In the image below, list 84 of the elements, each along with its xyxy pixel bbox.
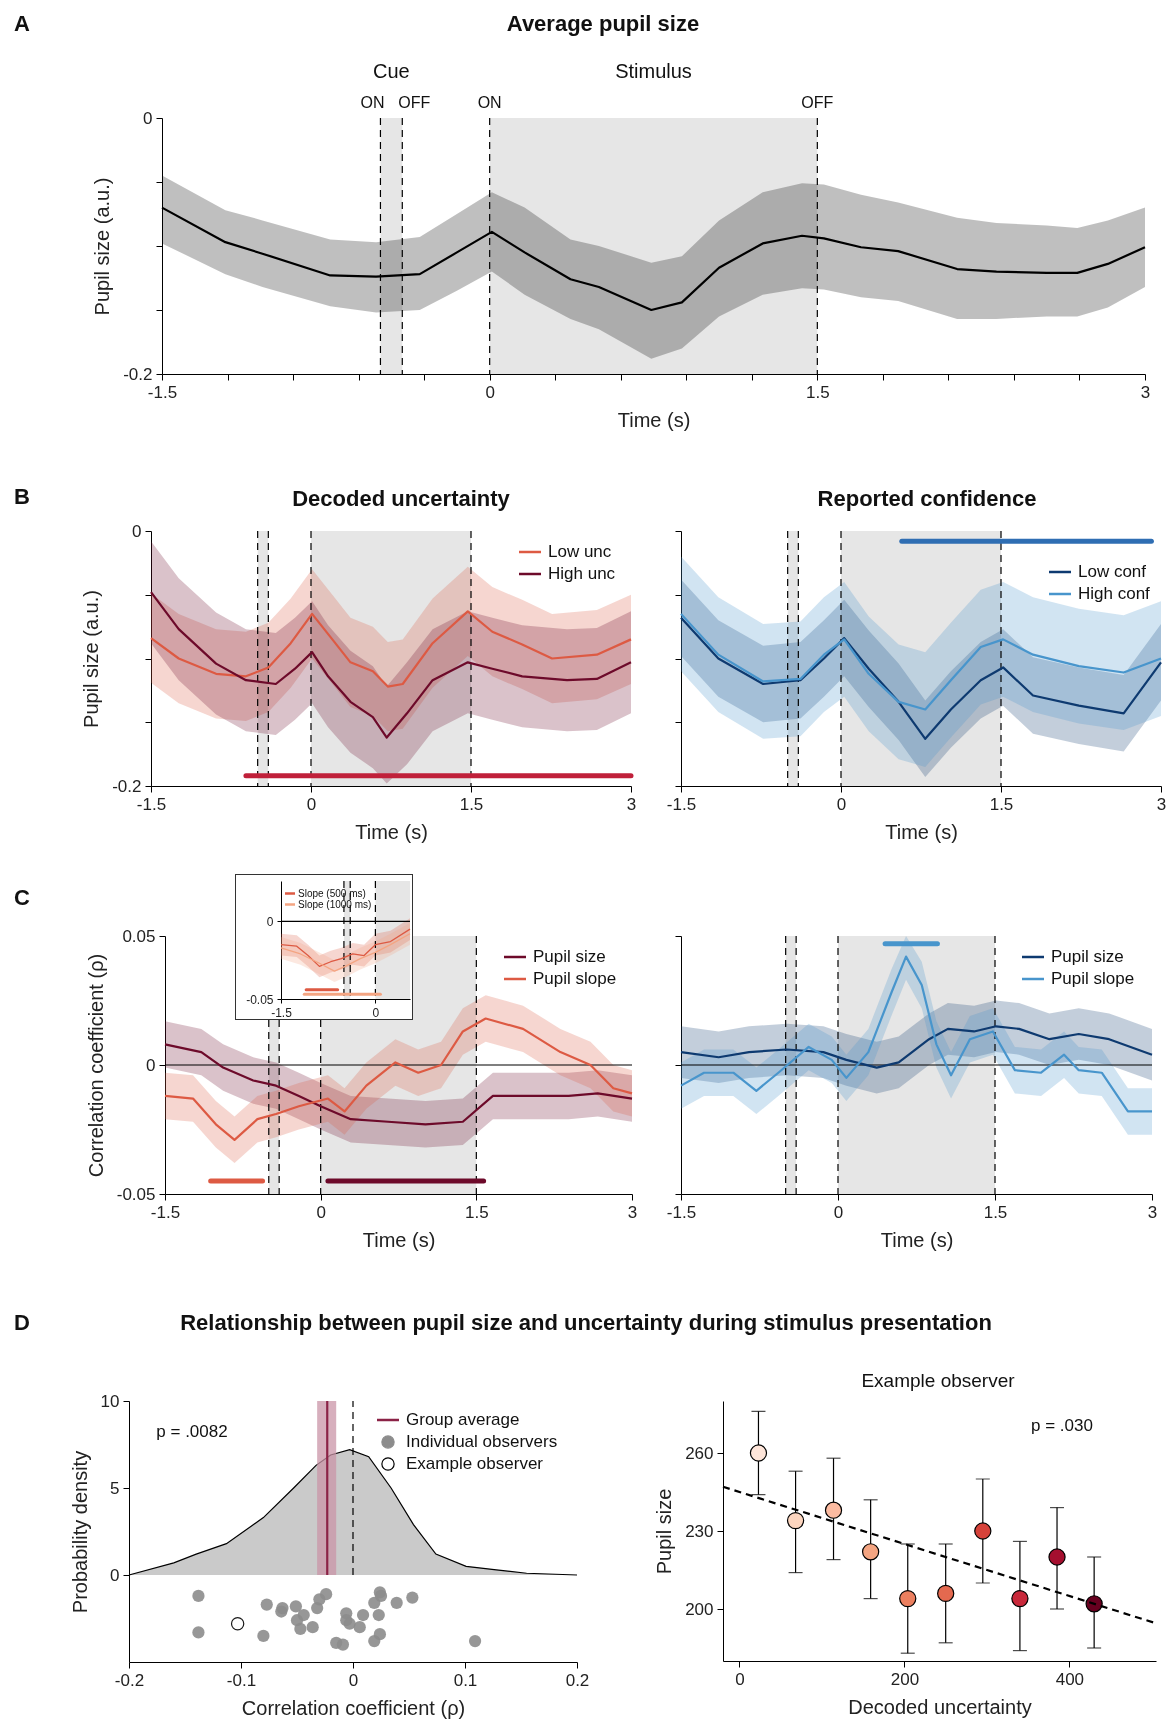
x-tick-label: 1.5 bbox=[989, 794, 1014, 814]
x-tick-label: 0 bbox=[735, 1669, 745, 1689]
band-label: Cue bbox=[373, 60, 410, 82]
legend-label: Pupil slope bbox=[533, 969, 617, 988]
x-tick-label: 0.1 bbox=[453, 1670, 478, 1690]
legend-label: Example observer bbox=[406, 1454, 544, 1473]
y-tick-label: 260 bbox=[685, 1443, 714, 1463]
y-tick-label: 230 bbox=[685, 1521, 714, 1541]
y-tick-label: 5 bbox=[110, 1478, 120, 1498]
x-tick-label: -1.5 bbox=[136, 794, 167, 814]
x-tick-label: 3 bbox=[1156, 794, 1167, 814]
x-axis-title: Time (s) bbox=[617, 408, 691, 431]
x-tick-label: 3 bbox=[627, 1202, 638, 1222]
x-tick-label: 200 bbox=[890, 1669, 920, 1689]
x-tick-label: -1.5 bbox=[666, 1202, 697, 1222]
x-tick-label: 3 bbox=[626, 794, 637, 814]
y-tick-label: 0.05 bbox=[122, 926, 156, 946]
x-tick-label: 0 bbox=[485, 382, 495, 402]
y-tick-label: 0 bbox=[143, 108, 153, 128]
legend-label: Slope (1000 ms) bbox=[298, 898, 372, 910]
x-tick-label: 3 bbox=[1147, 1202, 1158, 1222]
legend-label: High conf bbox=[1078, 584, 1151, 603]
chart-title: Reported confidence bbox=[817, 486, 1037, 512]
x-tick-label: 0 bbox=[306, 794, 317, 814]
y-tick-label: 0 bbox=[146, 1055, 156, 1075]
x-tick-label: 400 bbox=[1055, 1669, 1085, 1689]
y-tick-label: 0 bbox=[132, 521, 142, 541]
y-tick-label: 0 bbox=[110, 1565, 120, 1585]
x-tick-label: 0 bbox=[833, 1202, 844, 1222]
x-tick-label: 1.5 bbox=[465, 1202, 489, 1222]
chart-title: Relationship between pupil size and uncertainty during stimulus presentation bbox=[180, 1310, 992, 1336]
ref-line-label: OFF bbox=[398, 94, 431, 111]
x-tick-label: 1.5 bbox=[983, 1202, 1008, 1222]
x-axis-title: Time (s) bbox=[355, 820, 428, 843]
y-axis-title: Pupil size (a.u.) bbox=[91, 177, 114, 316]
text: B bbox=[14, 484, 30, 510]
ref-line-label: ON bbox=[360, 94, 385, 111]
y-tick-label: 200 bbox=[685, 1599, 714, 1619]
x-axis-title: Time (s) bbox=[880, 1228, 954, 1251]
x-tick-label: 0.2 bbox=[565, 1670, 590, 1690]
legend-label: High unc bbox=[548, 564, 616, 583]
x-tick-label: -1.5 bbox=[666, 794, 697, 814]
legend-label: Low conf bbox=[1078, 562, 1147, 581]
chart-title: Example observer bbox=[861, 1370, 1015, 1392]
legend-label: Low unc bbox=[548, 542, 612, 561]
y-axis-title: Pupil size (a.u.) bbox=[80, 590, 103, 728]
x-tick-label: -1.5 bbox=[147, 382, 178, 402]
x-axis-title: Decoded uncertainty bbox=[848, 1695, 1032, 1718]
y-axis-title: Correlation coefficient (ρ) bbox=[84, 953, 107, 1178]
ref-line-label: OFF bbox=[801, 94, 834, 111]
legend-label: Pupil size bbox=[533, 947, 606, 966]
annotation: p = .0082 bbox=[156, 1422, 228, 1442]
ref-line-label: ON bbox=[477, 94, 502, 111]
x-axis-title: Correlation coefficient (ρ) bbox=[241, 1696, 466, 1719]
text: C bbox=[14, 885, 30, 911]
x-tick-label: 0 bbox=[316, 1202, 326, 1222]
legend-label: Pupil slope bbox=[1051, 969, 1135, 988]
x-tick-label: 0 bbox=[836, 794, 847, 814]
y-tick-label: -0.05 bbox=[116, 1184, 156, 1204]
x-tick-label: -0.1 bbox=[226, 1670, 257, 1690]
x-axis-title: Time (s) bbox=[885, 820, 958, 843]
x-tick-label: 1.5 bbox=[459, 794, 484, 814]
text: D bbox=[14, 1310, 30, 1336]
annotation: p = .030 bbox=[1031, 1416, 1093, 1436]
legend-label: Individual observers bbox=[406, 1432, 558, 1451]
y-tick-label: -0.05 bbox=[246, 992, 274, 1007]
x-tick-label: -1.5 bbox=[271, 1005, 293, 1020]
y-axis-title: Pupil size bbox=[653, 1488, 676, 1575]
band-label: Stimulus bbox=[615, 60, 692, 82]
text: A bbox=[14, 11, 30, 37]
x-tick-label: 1.5 bbox=[806, 382, 830, 402]
y-tick-label: 10 bbox=[100, 1391, 120, 1411]
y-tick-label: -0.2 bbox=[123, 364, 153, 384]
x-tick-label: 3 bbox=[1140, 382, 1151, 402]
y-tick-label: -0.2 bbox=[112, 776, 142, 796]
legend-label: Slope (500 ms) bbox=[298, 887, 366, 899]
legend-label: Group average bbox=[406, 1410, 520, 1429]
x-tick-label: -1.5 bbox=[150, 1202, 181, 1222]
chart-title: Average pupil size bbox=[506, 11, 700, 37]
legend-label: Pupil size bbox=[1051, 947, 1124, 966]
x-axis-title: Time (s) bbox=[362, 1228, 436, 1251]
x-tick-label: 0 bbox=[348, 1670, 359, 1690]
chart-title: Decoded uncertainty bbox=[292, 486, 510, 512]
y-axis-title: Probability density bbox=[68, 1450, 91, 1614]
